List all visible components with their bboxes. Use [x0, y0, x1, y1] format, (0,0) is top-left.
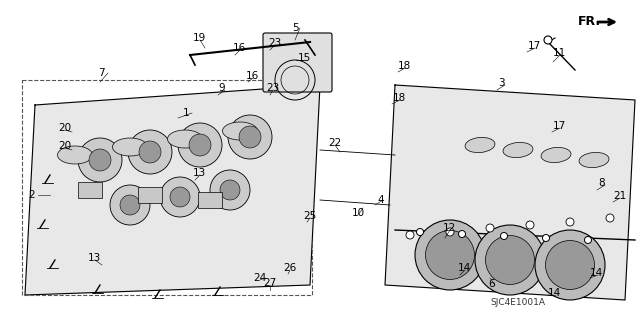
- Ellipse shape: [223, 122, 257, 140]
- Circle shape: [139, 141, 161, 163]
- Text: FR.: FR.: [578, 15, 601, 28]
- Text: 15: 15: [298, 53, 311, 63]
- Circle shape: [170, 187, 190, 207]
- Bar: [22, 80, 312, 295]
- Text: 27: 27: [263, 278, 276, 288]
- Circle shape: [89, 149, 111, 171]
- Circle shape: [220, 180, 240, 200]
- Circle shape: [78, 138, 122, 182]
- Circle shape: [584, 236, 591, 243]
- Text: 8: 8: [598, 178, 605, 188]
- Text: 16: 16: [246, 71, 259, 81]
- Text: 12: 12: [443, 223, 456, 233]
- Text: 14: 14: [458, 263, 471, 273]
- Ellipse shape: [58, 146, 93, 164]
- Circle shape: [486, 235, 534, 285]
- Text: 5: 5: [292, 23, 299, 33]
- Text: 22: 22: [328, 138, 341, 148]
- Bar: [198, 192, 222, 208]
- Text: 7: 7: [98, 68, 104, 78]
- Circle shape: [543, 234, 550, 241]
- Circle shape: [415, 220, 485, 290]
- Text: 10: 10: [352, 208, 365, 218]
- Text: 20: 20: [58, 123, 71, 133]
- Circle shape: [160, 177, 200, 217]
- Text: 23: 23: [266, 83, 279, 93]
- Circle shape: [526, 221, 534, 229]
- Ellipse shape: [541, 147, 571, 163]
- Text: 16: 16: [233, 43, 246, 53]
- Circle shape: [545, 241, 595, 290]
- Ellipse shape: [579, 152, 609, 167]
- Text: 4: 4: [377, 195, 383, 205]
- Circle shape: [544, 36, 552, 44]
- Polygon shape: [385, 85, 635, 300]
- Circle shape: [446, 228, 454, 236]
- Ellipse shape: [465, 137, 495, 152]
- Text: 18: 18: [398, 61, 412, 71]
- Circle shape: [606, 214, 614, 222]
- Polygon shape: [25, 85, 320, 295]
- Bar: [78, 182, 102, 198]
- Circle shape: [406, 231, 414, 239]
- Circle shape: [500, 233, 508, 240]
- Text: 21: 21: [613, 191, 627, 201]
- Circle shape: [178, 123, 222, 167]
- Text: 13: 13: [88, 253, 101, 263]
- Text: 3: 3: [498, 78, 504, 88]
- Text: 9: 9: [218, 83, 225, 93]
- Circle shape: [417, 228, 424, 235]
- Circle shape: [189, 134, 211, 156]
- Circle shape: [566, 218, 574, 226]
- Text: 6: 6: [488, 279, 495, 289]
- Text: 26: 26: [283, 263, 296, 273]
- Text: 14: 14: [548, 288, 561, 298]
- Text: 11: 11: [553, 48, 566, 58]
- Circle shape: [426, 231, 474, 279]
- Text: 19: 19: [193, 33, 206, 43]
- Text: 20: 20: [58, 141, 71, 151]
- FancyBboxPatch shape: [263, 33, 332, 92]
- Text: 25: 25: [303, 211, 316, 221]
- Text: 24: 24: [253, 273, 266, 283]
- Ellipse shape: [168, 130, 202, 148]
- Circle shape: [535, 230, 605, 300]
- Text: 2: 2: [28, 190, 35, 200]
- Circle shape: [475, 225, 545, 295]
- Text: 1: 1: [183, 108, 189, 118]
- Circle shape: [458, 231, 465, 238]
- Text: 17: 17: [553, 121, 566, 131]
- Text: 13: 13: [193, 168, 206, 178]
- Circle shape: [120, 195, 140, 215]
- Circle shape: [128, 130, 172, 174]
- Ellipse shape: [113, 138, 147, 156]
- Bar: [138, 187, 162, 203]
- Circle shape: [239, 126, 261, 148]
- Ellipse shape: [503, 142, 533, 158]
- Text: SJC4E1001A: SJC4E1001A: [490, 298, 545, 307]
- Text: 23: 23: [268, 38, 281, 48]
- Text: 14: 14: [590, 268, 604, 278]
- Circle shape: [228, 115, 272, 159]
- Circle shape: [110, 185, 150, 225]
- Text: 18: 18: [393, 93, 406, 103]
- Text: 17: 17: [528, 41, 541, 51]
- Circle shape: [486, 224, 494, 232]
- Circle shape: [210, 170, 250, 210]
